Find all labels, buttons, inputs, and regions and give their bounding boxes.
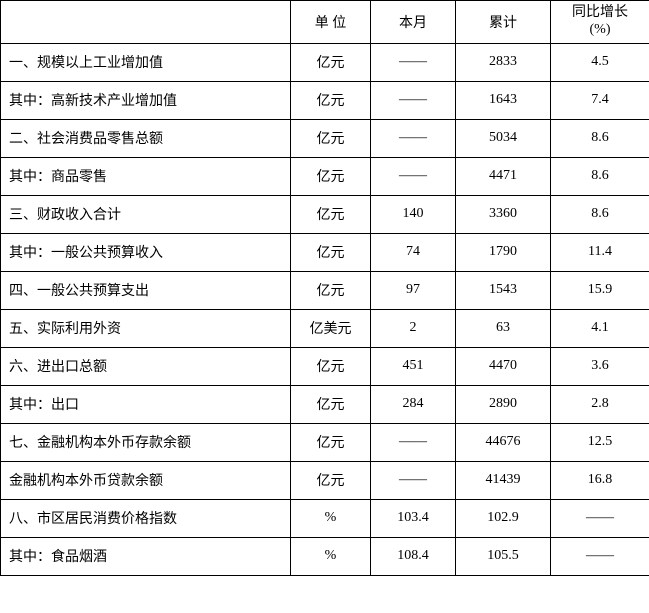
- cell-total: 4471: [456, 157, 551, 195]
- header-unit: 单 位: [291, 1, 371, 44]
- cell-label: 二、社会消费品零售总额: [1, 119, 291, 157]
- cell-yoy: 4.1: [551, 309, 649, 347]
- cell-month: 140: [371, 195, 456, 233]
- table-row: 其中：食品烟酒%108.4105.5——: [1, 537, 649, 575]
- cell-yoy: 8.6: [551, 195, 649, 233]
- cell-label: 其中：高新技术产业增加值: [1, 81, 291, 119]
- cell-total: 5034: [456, 119, 551, 157]
- cell-total: 102.9: [456, 499, 551, 537]
- cell-month: ——: [371, 423, 456, 461]
- cell-month: ——: [371, 81, 456, 119]
- cell-total: 63: [456, 309, 551, 347]
- header-month: 本月: [371, 1, 456, 44]
- cell-month: 74: [371, 233, 456, 271]
- cell-total: 2833: [456, 43, 551, 81]
- table-row: 二、社会消费品零售总额亿元——50348.6: [1, 119, 649, 157]
- cell-month: ——: [371, 461, 456, 499]
- cell-month: 108.4: [371, 537, 456, 575]
- table-row: 八、市区居民消费价格指数%103.4102.9——: [1, 499, 649, 537]
- header-yoy: 同比增长 (%): [551, 1, 649, 44]
- cell-label: 其中：商品零售: [1, 157, 291, 195]
- cell-label: 八、市区居民消费价格指数: [1, 499, 291, 537]
- cell-yoy: 2.8: [551, 385, 649, 423]
- cell-unit: 亿元: [291, 157, 371, 195]
- cell-label: 其中：一般公共预算收入: [1, 233, 291, 271]
- cell-total: 105.5: [456, 537, 551, 575]
- cell-month: ——: [371, 119, 456, 157]
- table-row: 四、一般公共预算支出亿元97154315.9: [1, 271, 649, 309]
- cell-label: 其中：出口: [1, 385, 291, 423]
- cell-yoy: 12.5: [551, 423, 649, 461]
- cell-yoy: 3.6: [551, 347, 649, 385]
- cell-unit: 亿元: [291, 347, 371, 385]
- cell-unit: %: [291, 499, 371, 537]
- cell-total: 1543: [456, 271, 551, 309]
- table-row: 五、实际利用外资亿美元2634.1: [1, 309, 649, 347]
- cell-yoy: ——: [551, 537, 649, 575]
- cell-unit: 亿元: [291, 43, 371, 81]
- cell-month: ——: [371, 43, 456, 81]
- header-yoy-line2: (%): [590, 22, 611, 37]
- header-row: 单 位 本月 累计 同比增长 (%): [1, 1, 649, 44]
- cell-unit: %: [291, 537, 371, 575]
- cell-total: 1643: [456, 81, 551, 119]
- cell-total: 2890: [456, 385, 551, 423]
- table-row: 一、规模以上工业增加值亿元——28334.5: [1, 43, 649, 81]
- table-row: 其中：高新技术产业增加值亿元——16437.4: [1, 81, 649, 119]
- cell-total: 4470: [456, 347, 551, 385]
- cell-unit: 亿元: [291, 423, 371, 461]
- cell-yoy: 15.9: [551, 271, 649, 309]
- table-body: 一、规模以上工业增加值亿元——28334.5其中：高新技术产业增加值亿元——16…: [1, 43, 649, 575]
- header-total: 累计: [456, 1, 551, 44]
- cell-unit: 亿元: [291, 81, 371, 119]
- data-table: 单 位 本月 累计 同比增长 (%) 一、规模以上工业增加值亿元——28334.…: [0, 0, 649, 576]
- cell-total: 3360: [456, 195, 551, 233]
- cell-yoy: 8.6: [551, 119, 649, 157]
- cell-unit: 亿元: [291, 271, 371, 309]
- table-row: 七、金融机构本外币存款余额亿元——4467612.5: [1, 423, 649, 461]
- cell-total: 41439: [456, 461, 551, 499]
- cell-label: 金融机构本外币贷款余额: [1, 461, 291, 499]
- cell-label: 其中：食品烟酒: [1, 537, 291, 575]
- cell-yoy: 7.4: [551, 81, 649, 119]
- cell-total: 1790: [456, 233, 551, 271]
- table-row: 金融机构本外币贷款余额亿元——4143916.8: [1, 461, 649, 499]
- cell-month: 97: [371, 271, 456, 309]
- cell-month: 284: [371, 385, 456, 423]
- cell-yoy: 16.8: [551, 461, 649, 499]
- cell-label: 七、金融机构本外币存款余额: [1, 423, 291, 461]
- header-yoy-line1: 同比增长: [572, 5, 628, 20]
- cell-yoy: 4.5: [551, 43, 649, 81]
- cell-total: 44676: [456, 423, 551, 461]
- cell-month: 2: [371, 309, 456, 347]
- cell-unit: 亿美元: [291, 309, 371, 347]
- cell-month: 103.4: [371, 499, 456, 537]
- cell-label: 一、规模以上工业增加值: [1, 43, 291, 81]
- table-row: 其中：商品零售亿元——44718.6: [1, 157, 649, 195]
- cell-unit: 亿元: [291, 119, 371, 157]
- cell-label: 三、财政收入合计: [1, 195, 291, 233]
- cell-unit: 亿元: [291, 195, 371, 233]
- cell-unit: 亿元: [291, 385, 371, 423]
- table-row: 其中：出口亿元28428902.8: [1, 385, 649, 423]
- cell-label: 六、进出口总额: [1, 347, 291, 385]
- cell-month: 451: [371, 347, 456, 385]
- header-label: [1, 1, 291, 44]
- cell-yoy: 11.4: [551, 233, 649, 271]
- table-row: 其中：一般公共预算收入亿元74179011.4: [1, 233, 649, 271]
- table-row: 三、财政收入合计亿元14033608.6: [1, 195, 649, 233]
- cell-yoy: 8.6: [551, 157, 649, 195]
- cell-label: 四、一般公共预算支出: [1, 271, 291, 309]
- cell-unit: 亿元: [291, 461, 371, 499]
- cell-yoy: ——: [551, 499, 649, 537]
- cell-unit: 亿元: [291, 233, 371, 271]
- table-row: 六、进出口总额亿元45144703.6: [1, 347, 649, 385]
- cell-month: ——: [371, 157, 456, 195]
- cell-label: 五、实际利用外资: [1, 309, 291, 347]
